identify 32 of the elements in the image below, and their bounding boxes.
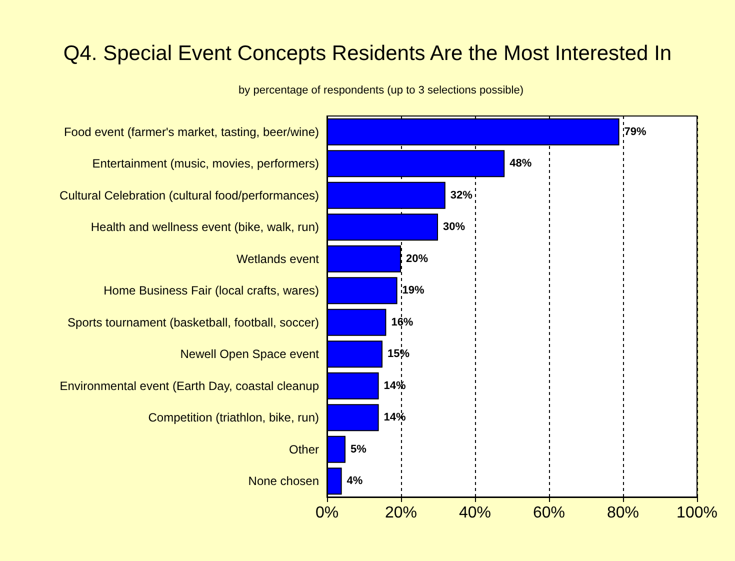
- y-tick-label: Competition (triathlon, bike, run): [148, 410, 319, 425]
- y-tick-label: None chosen: [248, 474, 319, 488]
- data-label: 20%: [406, 252, 428, 265]
- x-tick-label: 0%: [315, 504, 339, 522]
- x-tick-label: 40%: [458, 504, 492, 522]
- data-label: 19%: [402, 284, 425, 297]
- data-label: 14%: [384, 412, 406, 424]
- x-tick-label: 100%: [676, 504, 718, 522]
- y-tick-label: Wetlands event: [236, 252, 320, 266]
- chart-title: Q4. Special Event Concepts Residents Are the Most Interested In: [63, 42, 672, 65]
- y-tick-label: Cultural Celebration (cultural food/performances): [60, 188, 320, 202]
- data-label: 79%: [624, 126, 647, 138]
- data-label: 32%: [450, 189, 473, 202]
- x-tick-label: 20%: [384, 504, 418, 522]
- x-tick-label: 80%: [606, 504, 640, 522]
- y-tick-label: Food event (farmer's market, tasting, beer/wine): [64, 124, 319, 139]
- data-label: 5%: [350, 443, 367, 456]
- data-label: 30%: [443, 221, 466, 234]
- data-label: 48%: [510, 158, 532, 170]
- y-tick-label: Home Business Fair (local crafts, wares): [104, 284, 320, 298]
- y-tick-label: Other: [288, 442, 319, 456]
- chart-subtitle: by percentage of respondents (up to 3 selections possible): [238, 84, 524, 96]
- y-tick-label: Health and wellness event (bike, walk, run): [90, 220, 319, 234]
- data-label: 14%: [384, 380, 406, 392]
- y-tick-label: Entertainment (music, movies, performers): [92, 156, 319, 171]
- y-tick-label: Sports tournament (basketball, football, soccer): [68, 315, 319, 330]
- x-tick-label: 60%: [532, 504, 566, 522]
- data-label: 16%: [391, 316, 414, 328]
- y-tick-label: Environmental event (Earth Day, coastal cleanup: [60, 378, 320, 393]
- data-label: 15%: [388, 348, 410, 360]
- data-label: 4%: [346, 475, 363, 488]
- y-tick-label: Newell Open Space event: [180, 347, 320, 362]
